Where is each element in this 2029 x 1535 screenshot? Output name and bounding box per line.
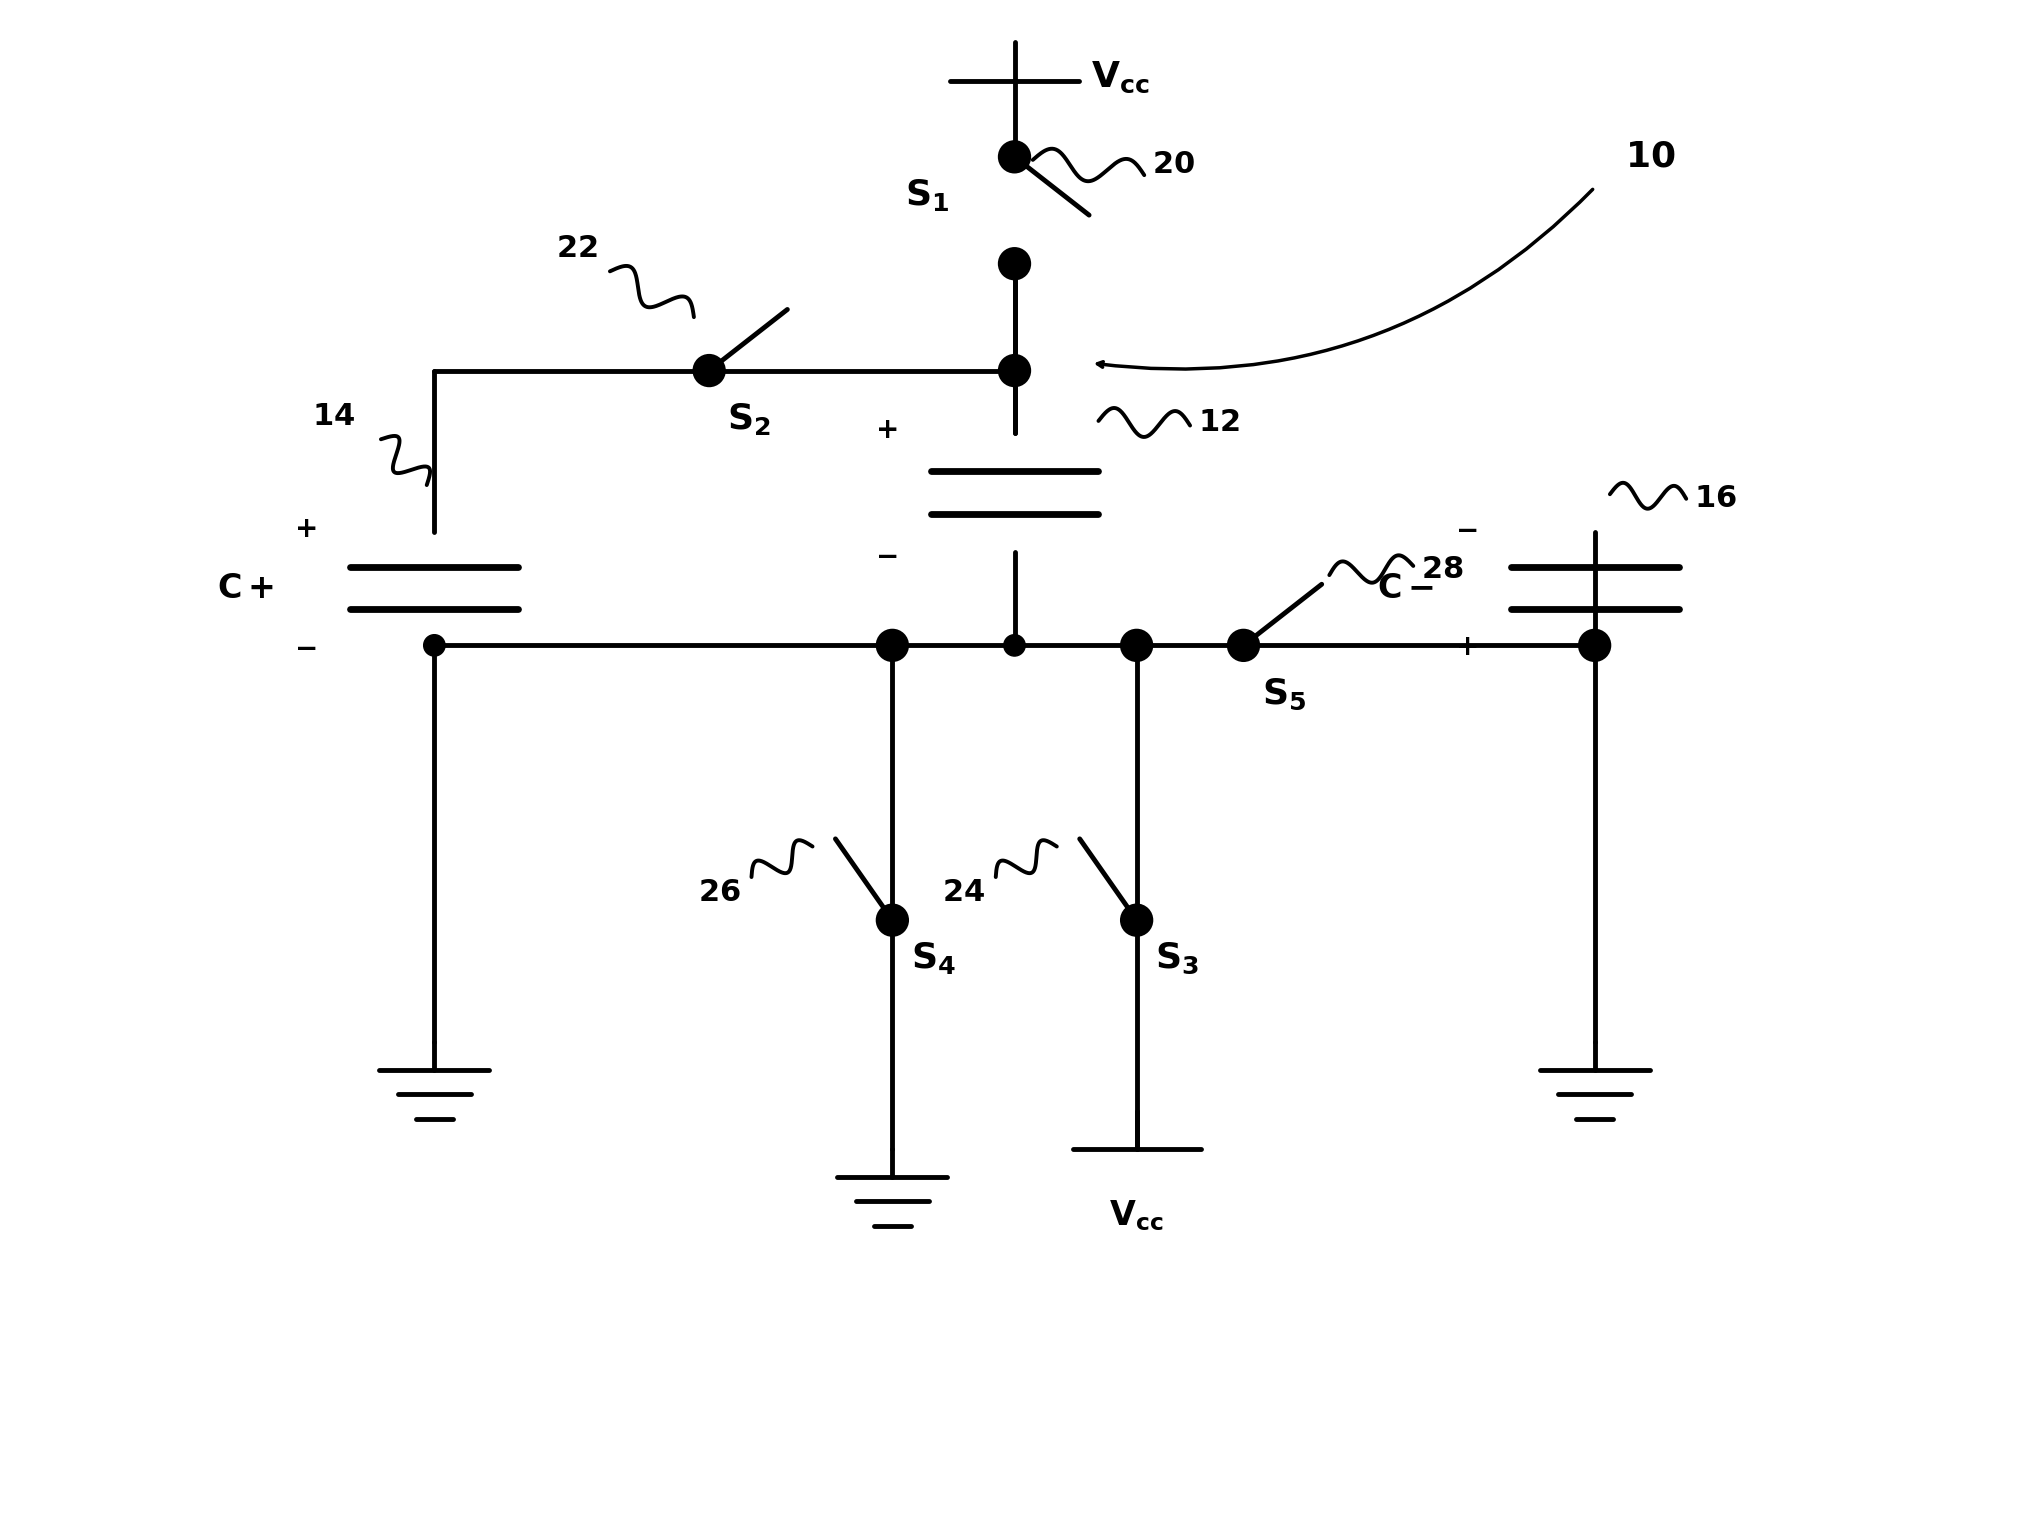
Text: $\mathbf{16}$: $\mathbf{16}$ <box>1694 485 1737 513</box>
Text: $\mathbf{+}$: $\mathbf{+}$ <box>1455 632 1477 662</box>
Text: $\mathbf{C+}$: $\mathbf{C+}$ <box>217 571 274 605</box>
Circle shape <box>1004 634 1025 655</box>
Text: $\mathbf{V_{cc}}$: $\mathbf{V_{cc}}$ <box>1110 1197 1165 1233</box>
Text: $\mathbf{C-}$: $\mathbf{C-}$ <box>1378 571 1435 605</box>
Circle shape <box>1579 629 1609 660</box>
Circle shape <box>877 629 907 660</box>
Circle shape <box>1122 629 1152 660</box>
Circle shape <box>877 906 907 935</box>
Text: $\mathbf{22}$: $\mathbf{22}$ <box>556 233 599 262</box>
Circle shape <box>1122 906 1152 935</box>
Text: $\mathbf{S_5}$: $\mathbf{S_5}$ <box>1262 677 1307 712</box>
Text: $\mathbf{20}$: $\mathbf{20}$ <box>1152 150 1195 180</box>
Text: $\mathbf{+}$: $\mathbf{+}$ <box>294 516 317 543</box>
Text: $\mathbf{26}$: $\mathbf{26}$ <box>698 878 741 907</box>
Circle shape <box>883 634 903 655</box>
Text: $\mathbf{V_{cc}}$: $\mathbf{V_{cc}}$ <box>1092 60 1150 95</box>
Circle shape <box>1126 634 1146 655</box>
Circle shape <box>998 355 1031 385</box>
Text: $\mathbf{24}$: $\mathbf{24}$ <box>941 878 986 907</box>
Text: $\mathbf{-}$: $\mathbf{-}$ <box>294 632 317 662</box>
Text: $\mathbf{12}$: $\mathbf{12}$ <box>1197 408 1240 437</box>
Circle shape <box>1234 634 1254 655</box>
Text: $\mathbf{10}$: $\mathbf{10}$ <box>1625 140 1676 173</box>
Text: $\mathbf{S_3}$: $\mathbf{S_3}$ <box>1155 941 1199 976</box>
Circle shape <box>694 355 724 385</box>
Text: $\mathbf{S_2}$: $\mathbf{S_2}$ <box>728 402 771 437</box>
Text: $\mathbf{+}$: $\mathbf{+}$ <box>874 416 897 444</box>
Circle shape <box>1585 634 1605 655</box>
Text: $\mathbf{-}$: $\mathbf{-}$ <box>874 542 897 569</box>
Circle shape <box>998 141 1031 172</box>
Text: $\mathbf{S_1}$: $\mathbf{S_1}$ <box>905 177 950 213</box>
Circle shape <box>424 634 444 655</box>
Text: $\mathbf{28}$: $\mathbf{28}$ <box>1420 554 1463 583</box>
Text: $\mathbf{S_4}$: $\mathbf{S_4}$ <box>911 941 956 976</box>
Circle shape <box>998 249 1031 279</box>
Text: $\mathbf{-}$: $\mathbf{-}$ <box>1455 516 1477 543</box>
Circle shape <box>1228 629 1258 660</box>
Text: $\mathbf{14}$: $\mathbf{14}$ <box>312 402 355 431</box>
